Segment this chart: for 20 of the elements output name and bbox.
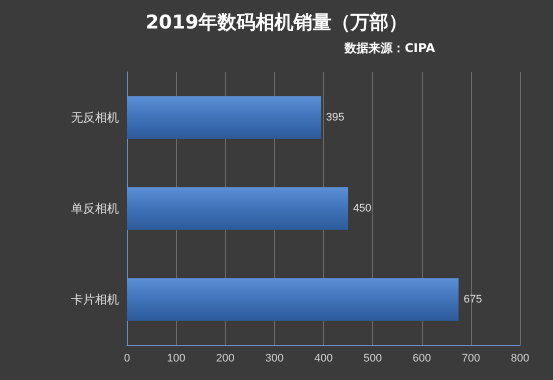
x-tick-label: 500 [363,352,382,364]
source-note: 数据来源：CIPA [344,41,436,55]
y-tick-label: 卡片相机 [71,292,119,306]
y-tick-label: 单反相机 [71,202,119,216]
x-tick-label: 200 [216,352,234,364]
data-label: 450 [353,202,372,214]
x-tick-label: 700 [462,352,480,364]
data-label: 675 [464,294,482,306]
x-tick-label: 300 [265,352,284,364]
bar [127,278,459,321]
y-tick-label: 无反相机 [71,110,119,124]
x-tick-label: 600 [412,352,431,364]
x-tick-label: 0 [124,352,130,364]
bar [127,187,348,230]
x-tick-label: 100 [166,352,186,364]
x-tick-label: 400 [314,352,333,364]
bar [127,96,322,139]
x-tick-label: 800 [510,352,530,364]
chart-title: 2019年数码相机销量（万部） [146,12,408,34]
data-label: 395 [326,112,344,124]
